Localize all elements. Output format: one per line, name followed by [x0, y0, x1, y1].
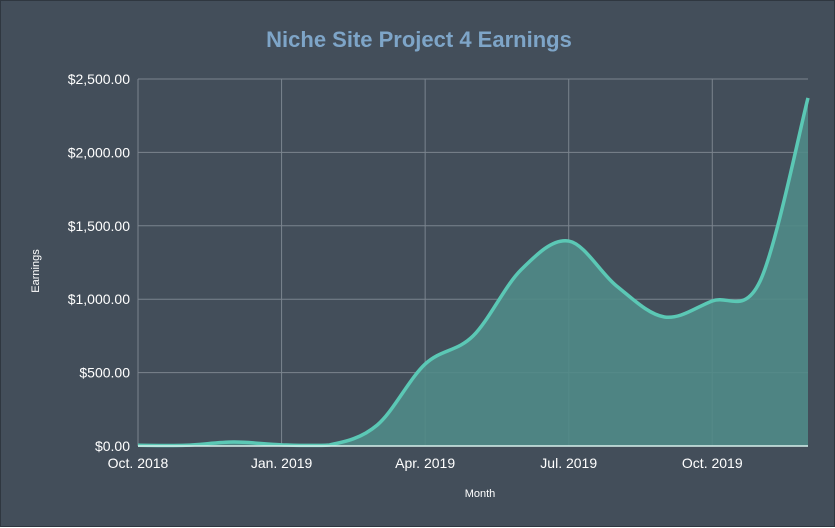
- x-tick-label: Jul. 2019: [540, 455, 597, 471]
- x-axis-label: Month: [465, 488, 496, 500]
- earnings-line: [137, 97, 810, 448]
- x-tick-label: Oct. 2018: [108, 455, 169, 471]
- x-tick-label: Apr. 2019: [395, 455, 455, 471]
- grid: [137, 78, 808, 446]
- y-tick-label: $1,500.00: [68, 218, 130, 234]
- x-tick-label: Oct. 2019: [682, 455, 743, 471]
- y-tick-label: $2,500.00: [68, 71, 130, 87]
- y-tick-label: $500.00: [79, 365, 130, 381]
- y-tick-labels: $0.00 $500.00 $1,000.00 $1,500.00 $2,000.00 $…: [68, 71, 131, 454]
- earnings-area: [138, 97, 808, 447]
- y-tick-label: $2,000.00: [68, 144, 130, 160]
- y-tick-label: $1,000.00: [68, 291, 130, 307]
- x-tick-labels: Oct. 2018 Jan. 2019 Apr. 2019 Jul. 2019 Oct.…: [108, 455, 743, 471]
- y-axis-label: Earnings: [30, 249, 42, 293]
- x-tick-label: Jan. 2019: [251, 455, 313, 471]
- y-tick-label: $0.00: [95, 438, 130, 454]
- chart-title: Niche Site Project 4 Earnings: [266, 27, 572, 52]
